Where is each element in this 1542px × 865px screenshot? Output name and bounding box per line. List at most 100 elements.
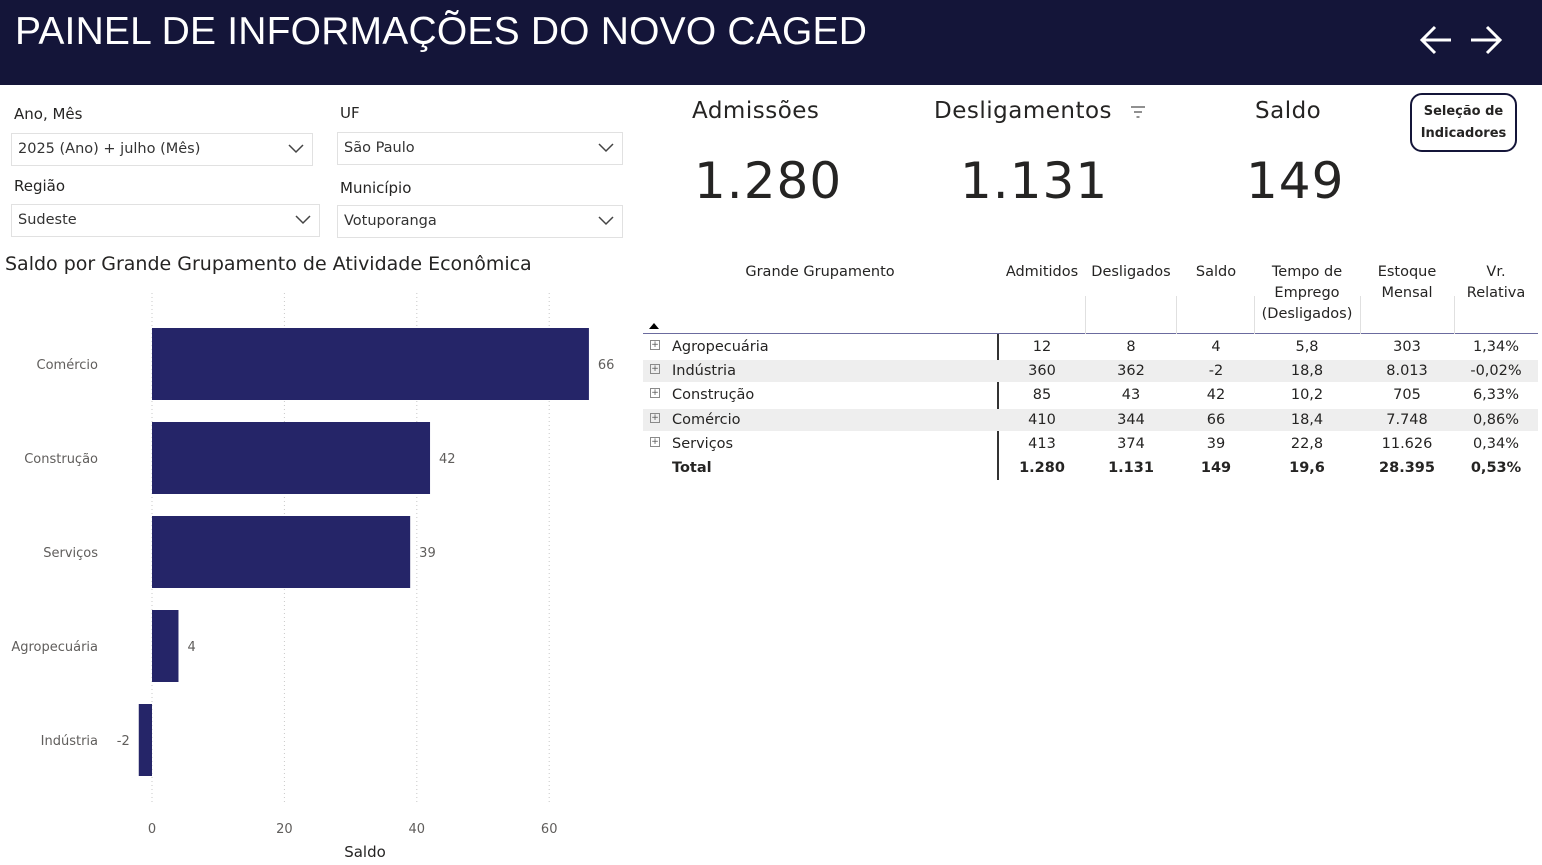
header-separator	[1454, 296, 1455, 334]
expand-icon[interactable]: +	[650, 388, 660, 398]
row-desligados: 362	[1117, 363, 1145, 379]
regiao-value: Sudeste	[18, 212, 77, 228]
ano-mes-label: Ano, Mês	[14, 105, 83, 123]
category-label: Serviços	[43, 546, 98, 561]
expand-icon[interactable]: +	[650, 364, 660, 374]
kpi-desligamentos-label: Desligamentos	[934, 98, 1113, 124]
uf-dropdown[interactable]: São Paulo	[337, 132, 623, 165]
row-vr: 0,86%	[1472, 412, 1520, 428]
filter-icon[interactable]	[1130, 105, 1146, 119]
col-header-estoque-l2: Mensal	[1381, 285, 1433, 301]
total-estoque: 28.395	[1379, 460, 1435, 476]
row-tempo: 5,8	[1295, 339, 1319, 355]
arrow-left-icon[interactable]	[1418, 22, 1454, 58]
data-label: -2	[117, 734, 130, 749]
regiao-dropdown[interactable]: Sudeste	[11, 204, 320, 237]
col-header-saldo[interactable]: Saldo	[1195, 264, 1237, 280]
row-desligados: 8	[1126, 339, 1136, 355]
category-label: Construção	[24, 452, 98, 467]
bar	[152, 328, 589, 400]
bar	[138, 704, 152, 776]
row-admitidos: 410	[1028, 412, 1056, 428]
row-tempo: 10,2	[1290, 387, 1324, 403]
row-vr: 0,34%	[1472, 436, 1520, 452]
col-header-tempo-l2: Emprego	[1274, 285, 1340, 301]
header-separator	[1085, 296, 1086, 334]
row-saldo: 4	[1211, 339, 1221, 355]
chevron-down-icon	[295, 215, 311, 225]
row-estoque: 8.013	[1386, 363, 1428, 379]
saldo-bar-chart: 0 20 40 60 Comércio 66 Construção 42 Serviços 39 A…	[11, 293, 615, 861]
header-separator	[1176, 296, 1177, 334]
x-tick-label: 60	[541, 822, 558, 837]
uf-label: UF	[340, 104, 360, 122]
total-tempo: 19,6	[1289, 460, 1325, 476]
row-stripe	[643, 409, 1538, 431]
col-header-vr[interactable]: Vr. Relativa	[1456, 262, 1536, 304]
data-label: 42	[439, 452, 456, 467]
row-saldo: 66	[1206, 412, 1226, 428]
selecao-label-line1: Seleção de	[1423, 104, 1504, 119]
row-saldo: 39	[1206, 436, 1226, 452]
municipio-dropdown[interactable]: Votuporanga	[337, 205, 623, 238]
row-admitidos: 360	[1028, 363, 1056, 379]
kpi-desligamentos-value: 1.131	[960, 152, 1109, 210]
row-tempo: 18,4	[1290, 412, 1324, 428]
row-estoque: 7.748	[1386, 412, 1428, 428]
kpi-saldo-value: 149	[1246, 152, 1345, 210]
regiao-label: Região	[14, 177, 66, 195]
col-header-tempo[interactable]: Tempo de Emprego (Desligados)	[1256, 262, 1358, 325]
kpi-admissoes-label: Admissões	[692, 98, 820, 124]
row-estoque: 11.626	[1381, 436, 1433, 452]
row-name: Indústria	[672, 363, 736, 379]
row-saldo: 42	[1206, 387, 1226, 403]
row-estoque: 303	[1393, 339, 1421, 355]
expand-icon[interactable]: +	[650, 413, 660, 423]
col-header-desligados[interactable]: Desligados	[1091, 264, 1171, 280]
row-admitidos: 413	[1028, 436, 1056, 452]
row-admitidos: 85	[1032, 387, 1052, 403]
expand-icon[interactable]: +	[650, 340, 660, 350]
row-admitidos: 12	[1032, 339, 1052, 355]
arrow-right-icon[interactable]	[1468, 22, 1504, 58]
row-tempo: 18,8	[1290, 363, 1324, 379]
category-label: Agropecuária	[11, 640, 98, 655]
sort-ascending-icon[interactable]	[648, 322, 660, 330]
x-tick-label: 0	[148, 822, 156, 837]
selecao-indicadores-button[interactable]: Seleção de Indicadores	[1410, 93, 1517, 152]
row-name: Construção	[672, 387, 755, 403]
col-header-vr-l2: Relativa	[1466, 285, 1526, 301]
data-label: 4	[187, 640, 195, 655]
total-saldo: 149	[1200, 460, 1232, 476]
table-header-divider	[643, 333, 1538, 334]
ano-mes-dropdown[interactable]: 2025 (Ano) + julho (Mês)	[11, 133, 313, 166]
row-name: Agropecuária	[672, 339, 769, 355]
col-header-admitidos[interactable]: Admitidos	[1005, 264, 1079, 280]
total-name: Total	[672, 460, 712, 476]
row-estoque: 705	[1393, 387, 1421, 403]
row-tempo: 22,8	[1290, 436, 1324, 452]
col-header-estoque-l1: Estoque	[1377, 264, 1437, 280]
header-bar: PAINEL DE INFORMAÇÕES DO NOVO CAGED	[0, 0, 1542, 85]
data-label: 39	[419, 546, 436, 561]
chevron-down-icon	[288, 144, 304, 154]
data-label: 66	[598, 358, 615, 373]
row-desligados: 43	[1121, 387, 1141, 403]
row-vr: 1,34%	[1472, 339, 1520, 355]
bar	[152, 516, 411, 588]
col-header-grupamento[interactable]: Grande Grupamento	[745, 264, 895, 280]
col-header-tempo-l3: (Desligados)	[1261, 306, 1353, 322]
chevron-down-icon	[598, 216, 614, 226]
col-header-estoque[interactable]: Estoque Mensal	[1362, 262, 1452, 304]
col-header-vr-l1: Vr.	[1486, 264, 1506, 280]
bar	[152, 610, 179, 682]
row-desligados: 374	[1117, 436, 1145, 452]
chart-title: Saldo por Grande Grupamento de Atividade…	[5, 253, 532, 275]
expand-icon[interactable]: +	[650, 437, 660, 447]
total-vr: 0,53%	[1470, 460, 1522, 476]
x-tick-label: 40	[409, 822, 426, 837]
category-label: Indústria	[41, 734, 98, 749]
col-header-tempo-l1: Tempo de	[1271, 264, 1343, 280]
row-name: Serviços	[672, 436, 734, 452]
page-title: PAINEL DE INFORMAÇÕES DO NOVO CAGED	[15, 10, 868, 53]
